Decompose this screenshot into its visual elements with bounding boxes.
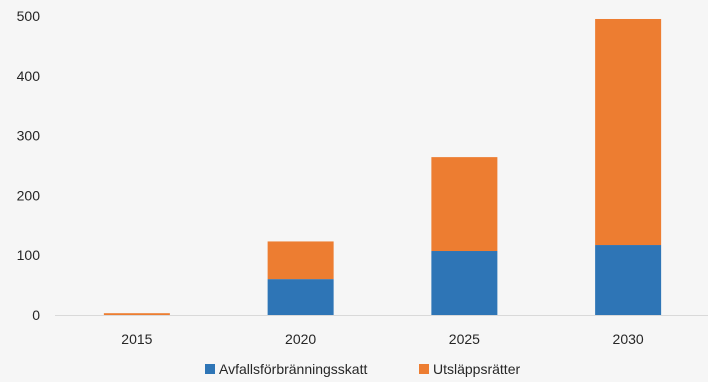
y-tick-label: 0: [32, 307, 40, 323]
x-tick-label: 2025: [449, 331, 480, 347]
x-tick-label: 2020: [285, 331, 316, 347]
y-axis-tick-labels: 0 100 200 300 400 500: [17, 8, 41, 323]
bar-utslappsratter-2015: [103, 313, 170, 315]
x-tick-label: 2030: [613, 331, 644, 347]
legend: Avfallsförbränningsskatt Utsläppsrätter: [205, 361, 520, 377]
legend-swatch: [419, 364, 429, 374]
x-axis-tick-labels: 2015 2020 2025 2030: [121, 331, 644, 347]
bar-utslappsratter-2030: [595, 18, 662, 246]
legend-label: Utsläppsrätter: [433, 361, 520, 377]
x-tick-label: 2015: [121, 331, 152, 347]
y-tick-label: 500: [17, 8, 41, 24]
bar-avfallsforbranningsskatt-2030: [595, 245, 662, 315]
y-tick-label: 300: [17, 128, 41, 144]
legend-label: Avfallsförbränningsskatt: [219, 361, 367, 377]
bar-utslappsratter-2020: [267, 241, 334, 280]
bar-avfallsforbranningsskatt-2020: [267, 279, 334, 315]
bar-avfallsforbranningsskatt-2025: [431, 251, 498, 315]
y-tick-label: 200: [17, 187, 41, 203]
legend-swatch: [205, 364, 215, 374]
bar-series-group: [103, 18, 662, 315]
y-tick-label: 100: [17, 247, 41, 263]
y-tick-label: 400: [17, 68, 41, 84]
bar-utslappsratter-2025: [431, 157, 498, 252]
